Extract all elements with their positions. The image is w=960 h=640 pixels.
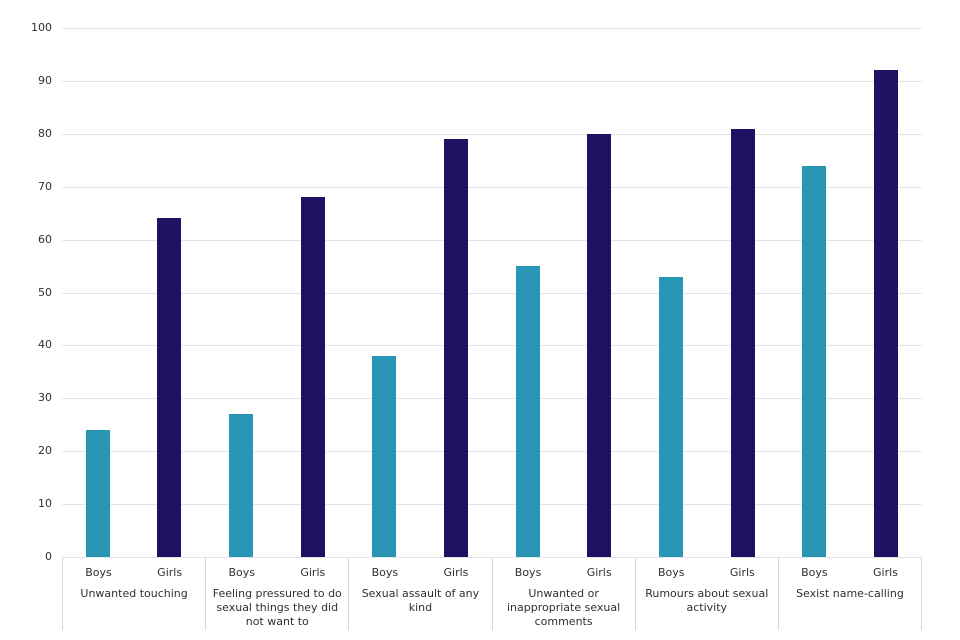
category-label: Unwanted touching	[80, 587, 188, 600]
y-axis-tick-label: 80	[38, 126, 52, 140]
series-label-row: Boys Girls	[493, 566, 635, 580]
bar-girls	[587, 133, 612, 557]
series-label-row: Boys Girls	[63, 566, 205, 580]
series-label-girls: Girls	[873, 566, 898, 579]
x-axis-category-cell: Boys Girls Sexual assault of any kind	[348, 557, 491, 630]
series-label-boys: Boys	[514, 566, 542, 579]
bar-girls	[730, 128, 755, 557]
category-label: Sexual assault of any kind	[361, 587, 480, 614]
y-axis-tick-label: 90	[38, 73, 52, 87]
bar-boys	[85, 430, 110, 557]
gridline	[62, 239, 922, 241]
gridline	[62, 133, 922, 135]
x-axis-category-cell: Boys Girls Unwanted or inappropriate sexua…	[491, 557, 635, 630]
bar-group	[349, 28, 492, 557]
y-axis-tick-label: 40	[38, 338, 52, 352]
x-axis-category-cell: Boys Girls Unwanted touching	[62, 557, 205, 630]
y-axis-tick-label: 0	[45, 550, 52, 563]
x-axis-category-cell: Boys Girls Rumours about sexual activity	[634, 557, 778, 630]
series-label-row: Boys Girls	[779, 566, 921, 580]
category-label: Sexist name-calling	[796, 587, 904, 600]
bar-group	[779, 28, 922, 557]
series-label-row: Boys Girls	[636, 566, 778, 580]
y-axis-tick-label: 10	[38, 497, 52, 511]
series-label-girls: Girls	[157, 566, 183, 579]
bar-girls	[444, 139, 469, 557]
category-label: Rumours about sexual activity	[645, 587, 769, 614]
bar-boys	[515, 266, 540, 557]
series-label-boys: Boys	[371, 566, 399, 579]
series-label-row: Boys Girls	[206, 566, 348, 580]
series-label-girls: Girls	[300, 566, 326, 579]
y-axis-tick-label: 100	[31, 21, 52, 34]
x-axis-category-cell: Boys Girls Sexist name-calling	[777, 557, 923, 630]
series-label-girls: Girls	[729, 566, 755, 579]
y-axis: 0 10 20 30 40 50 60 70 80 90 100	[0, 21, 52, 563]
y-axis-tick-label: 20	[38, 444, 52, 458]
bar-group	[492, 28, 635, 557]
gridline	[62, 186, 922, 188]
bar-group	[635, 28, 778, 557]
x-axis: Boys Girls Unwanted touching Boys Girls Feeli…	[62, 557, 923, 630]
plot-area	[62, 28, 922, 558]
bar-boys	[802, 165, 827, 557]
y-axis-tick-label: 50	[38, 285, 52, 299]
bar-girls	[874, 70, 899, 557]
series-label-boys: Boys	[228, 566, 255, 579]
gridline	[62, 80, 922, 82]
gridline	[62, 28, 922, 29]
bar-boys	[372, 355, 397, 557]
x-axis-category-cell: Boys Girls Feeling pressured to do sexual …	[205, 557, 348, 630]
gridline	[62, 292, 922, 294]
y-axis-tick-label: 70	[38, 179, 52, 193]
series-label-boys: Boys	[801, 566, 828, 579]
series-label-boys: Boys	[85, 566, 112, 579]
series-label-girls: Girls	[443, 566, 469, 579]
series-label-row: Boys Girls	[349, 566, 491, 580]
y-axis-tick-label: 30	[38, 391, 52, 405]
y-axis-tick-label: 60	[38, 232, 52, 246]
gridline	[62, 451, 922, 453]
bar-boys	[659, 276, 684, 557]
category-label: Feeling pressured to do sexual things th…	[212, 587, 342, 628]
bar-groups	[62, 28, 922, 557]
category-label: Unwanted or inappropriate sexual comment…	[506, 587, 621, 628]
bar-girls	[157, 218, 182, 557]
series-label-boys: Boys	[657, 566, 685, 579]
bar-boys	[229, 414, 254, 557]
series-label-girls: Girls	[586, 566, 612, 579]
gridline	[62, 345, 922, 347]
bar-girls	[300, 197, 325, 557]
bar-group	[62, 28, 205, 557]
bar-group	[205, 28, 348, 557]
gridline	[62, 398, 922, 400]
gridline	[62, 504, 922, 506]
